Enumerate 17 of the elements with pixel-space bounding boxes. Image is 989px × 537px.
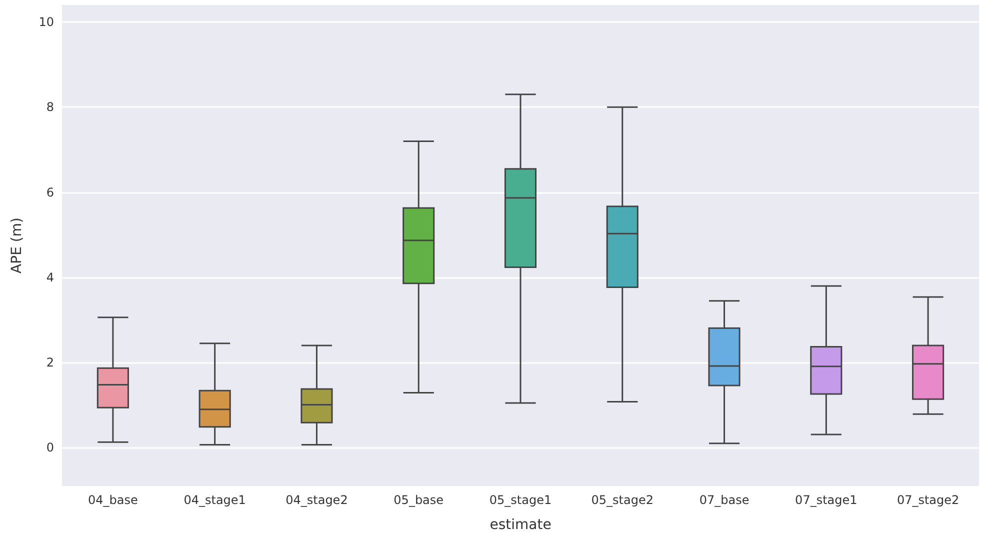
y-tick-label: 0	[46, 440, 54, 455]
y-tick-label: 2	[46, 356, 54, 370]
x-axis-title: estimate	[490, 517, 552, 533]
x-tick-label: 05_base	[394, 493, 444, 507]
y-tick-label: 10	[38, 15, 54, 30]
y-tick-label: 8	[46, 100, 54, 114]
x-tick-label: 07_stage1	[795, 493, 858, 507]
x-tick-label: 04_base	[88, 493, 138, 507]
y-tick-label: 4	[46, 270, 54, 284]
x-tick-label: 07_base	[699, 493, 750, 507]
x-tick-label: 05_stage1	[489, 493, 552, 507]
x-tick-label: 07_stage2	[896, 493, 960, 507]
y-tick-label: 6	[46, 185, 54, 200]
x-tick-label: 04_stage2	[286, 493, 348, 507]
x-tick-label: 04_stage1	[184, 493, 246, 507]
x-tick-label: 05_stage2	[591, 493, 654, 507]
y-axis-title: APE (m)	[9, 218, 25, 274]
